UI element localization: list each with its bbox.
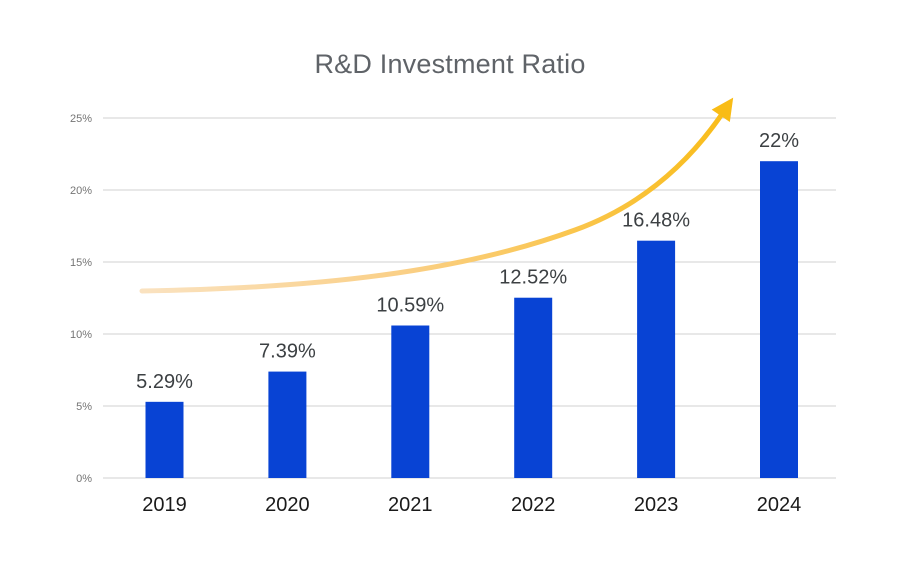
- y-axis-tick-label: 15%: [70, 257, 92, 269]
- bar-value-label: 7.39%: [259, 341, 316, 363]
- y-axis-tick-label: 0%: [76, 473, 92, 485]
- y-axis-tick-label: 10%: [70, 329, 92, 341]
- bar-value-label: 5.29%: [136, 371, 193, 393]
- bar-value-label: 16.48%: [622, 210, 690, 232]
- gridlines-group: [103, 117, 836, 479]
- trend-arrow-group: [139, 97, 734, 294]
- y-axis-ticks-group: 0% 5% 10% 15% 20% 25%: [70, 113, 92, 485]
- chart-title: R&D Investment Ratio: [314, 49, 586, 79]
- y-axis-tick-label: 20%: [70, 185, 92, 197]
- bar-2019: [145, 401, 184, 478]
- x-axis-label: 2019: [142, 494, 187, 516]
- y-axis-tick-label: 25%: [70, 113, 92, 125]
- bar-2020: [268, 371, 307, 478]
- x-axis-label: 2022: [511, 494, 556, 516]
- bar-2023: [637, 240, 676, 478]
- bar-value-label: 10.59%: [376, 295, 444, 317]
- bar-2024: [760, 161, 798, 478]
- x-axis-label: 2024: [757, 494, 802, 516]
- x-axis-label: 2023: [634, 494, 679, 516]
- x-axis-label: 2021: [388, 494, 433, 516]
- value-labels-group: 5.29% 7.39% 10.59% 12.52% 16.48% 22%: [136, 130, 799, 393]
- bar-2022: [514, 297, 553, 478]
- x-axis-label: 2020: [265, 494, 310, 516]
- y-axis-tick-label: 5%: [76, 401, 92, 413]
- bar-2021: [391, 325, 430, 478]
- bar-value-label: 22%: [759, 130, 799, 152]
- bar-value-label: 12.52%: [499, 267, 567, 289]
- x-axis-labels-group: 2019 2020 2021 2022 2023 2024: [142, 494, 801, 516]
- trend-arrow: [139, 97, 734, 294]
- bars-group: [145, 161, 798, 478]
